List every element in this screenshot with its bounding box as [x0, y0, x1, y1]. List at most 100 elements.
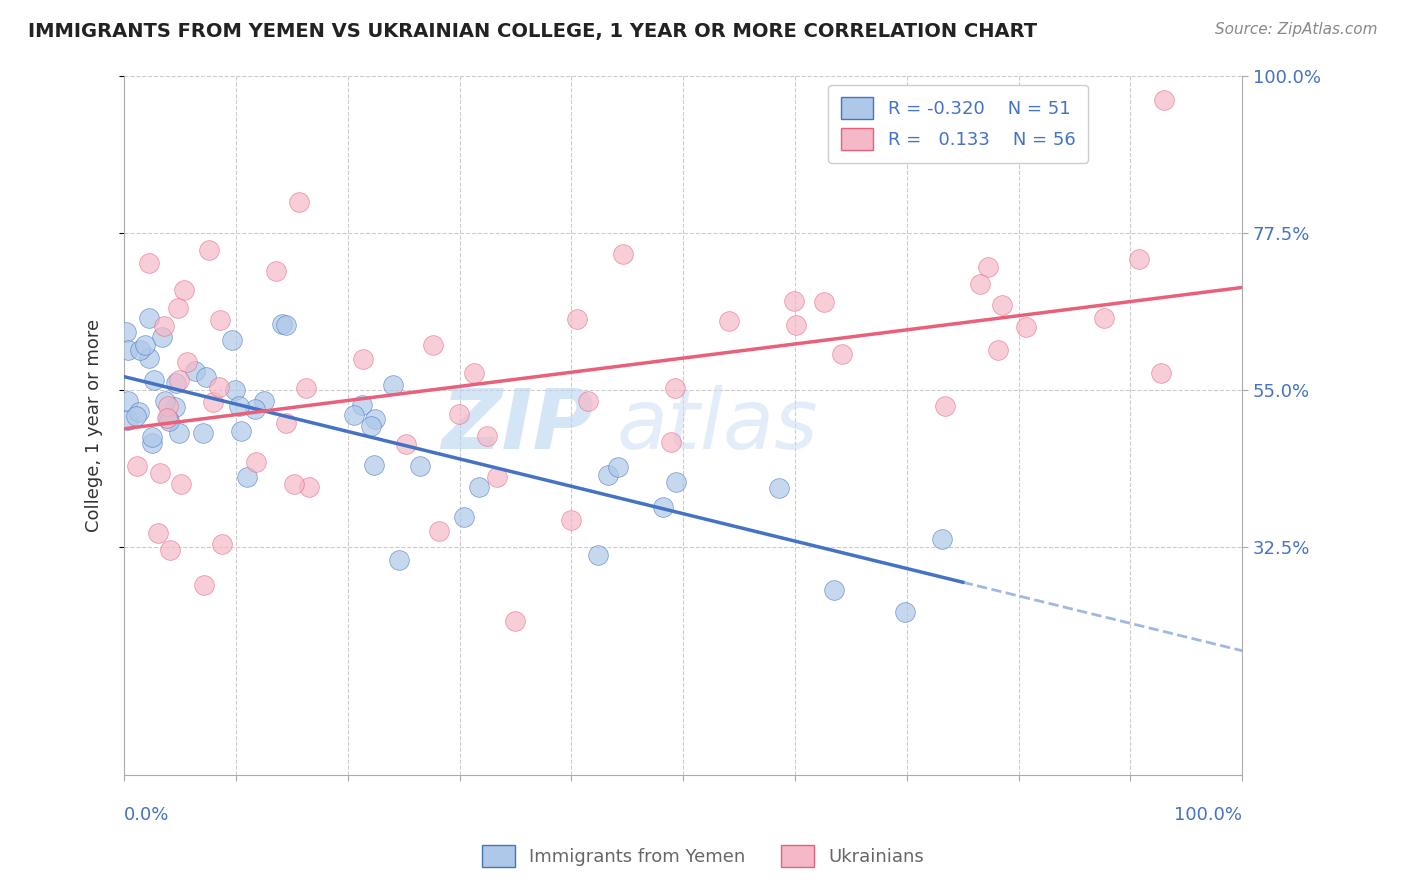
Point [453, 510, 475, 524]
Point [342, 408, 364, 422]
Point [149, 467, 172, 481]
Point [486, 470, 509, 484]
Point [823, 583, 845, 598]
Point [276, 318, 298, 333]
Point [153, 318, 176, 333]
Point [969, 277, 991, 292]
Point [163, 400, 186, 414]
Point [651, 500, 673, 514]
Point [193, 578, 215, 592]
Point [148, 525, 170, 540]
Point [231, 425, 253, 439]
Point [659, 434, 682, 449]
Point [194, 370, 217, 384]
Point [991, 298, 1014, 312]
Point [224, 383, 246, 397]
Point [141, 436, 163, 450]
Point [138, 311, 160, 326]
Point [1015, 320, 1038, 334]
Point [718, 314, 741, 328]
Point [612, 246, 634, 260]
Text: IMMIGRANTS FROM YEMEN VS UKRAINIAN COLLEGE, 1 YEAR OR MORE CORRELATION CHART: IMMIGRANTS FROM YEMEN VS UKRAINIAN COLLE… [28, 22, 1038, 41]
Point [783, 294, 806, 309]
Legend: Immigrants from Yemen, Ukrainians: Immigrants from Yemen, Ukrainians [475, 838, 931, 874]
Point [236, 470, 259, 484]
Point [211, 537, 233, 551]
Point [813, 295, 835, 310]
Point [243, 401, 266, 416]
Point [1092, 310, 1115, 325]
Point [477, 429, 499, 443]
Point [607, 460, 630, 475]
Point [150, 330, 173, 344]
Text: 100.0%: 100.0% [1174, 806, 1243, 824]
Text: Source: ZipAtlas.com: Source: ZipAtlas.com [1215, 22, 1378, 37]
Point [363, 458, 385, 472]
Point [409, 459, 432, 474]
Point [143, 373, 166, 387]
Point [159, 542, 181, 557]
Point [463, 366, 485, 380]
Point [664, 381, 686, 395]
Point [576, 394, 599, 409]
Point [785, 318, 807, 332]
Point [209, 313, 232, 327]
Point [176, 355, 198, 369]
Point [128, 405, 150, 419]
Point [1128, 252, 1150, 267]
Point [191, 426, 214, 441]
Point [588, 548, 610, 562]
Point [114, 326, 136, 340]
Point [117, 394, 139, 409]
Point [931, 532, 953, 546]
Point [831, 347, 853, 361]
Point [202, 395, 225, 409]
Point [934, 400, 956, 414]
Point [125, 409, 148, 423]
Point [167, 372, 190, 386]
Point [468, 480, 491, 494]
Point [264, 264, 287, 278]
Point [253, 394, 276, 409]
Point [184, 364, 207, 378]
Point [1150, 366, 1173, 380]
Point [288, 195, 311, 210]
Point [382, 378, 405, 392]
Point [167, 426, 190, 441]
Point [395, 437, 418, 451]
Point [117, 413, 139, 427]
Point [138, 351, 160, 365]
Point [596, 468, 619, 483]
Point [117, 343, 139, 357]
Point [505, 614, 527, 628]
Point [352, 399, 374, 413]
Point [388, 553, 411, 567]
Point [987, 343, 1010, 358]
Point [153, 393, 176, 408]
Point [170, 476, 193, 491]
Point [276, 416, 298, 430]
Point [165, 376, 187, 390]
Point [138, 256, 160, 270]
Text: ZIP: ZIP [441, 384, 593, 466]
Point [560, 513, 582, 527]
Point [127, 458, 149, 473]
Text: 0.0%: 0.0% [124, 806, 170, 824]
Point [360, 419, 382, 434]
Point [422, 337, 444, 351]
Point [665, 475, 688, 489]
Point [221, 334, 243, 348]
Point [156, 411, 179, 425]
Point [208, 380, 231, 394]
Y-axis label: College, 1 year or more: College, 1 year or more [86, 318, 103, 532]
Point [364, 412, 387, 426]
Point [427, 524, 450, 538]
Point [245, 455, 267, 469]
Point [298, 480, 321, 494]
Point [141, 430, 163, 444]
Point [197, 244, 219, 258]
Point [156, 399, 179, 413]
Point [270, 317, 292, 331]
Point [1153, 93, 1175, 107]
Point [567, 312, 589, 326]
